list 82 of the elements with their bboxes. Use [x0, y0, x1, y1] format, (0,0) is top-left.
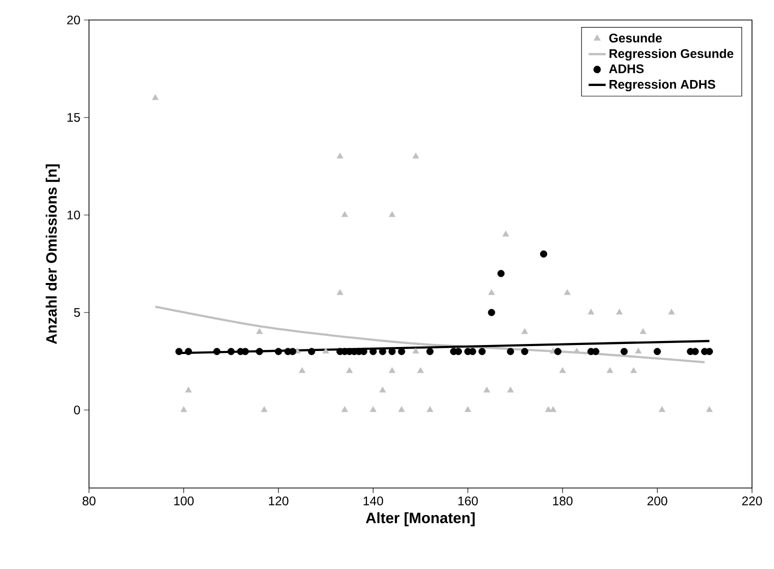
y-tick-label: 15 — [68, 113, 80, 122]
x-tick-label: 200 — [647, 496, 668, 506]
point — [654, 348, 661, 356]
point — [521, 328, 528, 334]
point — [322, 348, 330, 354]
point — [426, 406, 434, 412]
point — [398, 406, 405, 412]
point — [370, 348, 377, 356]
point — [289, 348, 296, 356]
x-tick-label: 120 — [268, 496, 288, 506]
point — [336, 289, 344, 295]
point — [658, 406, 666, 412]
point — [464, 406, 472, 412]
point — [298, 367, 306, 373]
x-tick-label: 100 — [174, 496, 194, 506]
point — [540, 250, 548, 258]
legend-label: Regression Gesunde — [610, 48, 734, 61]
point — [180, 406, 188, 412]
point — [274, 348, 282, 356]
point — [184, 348, 192, 356]
point — [213, 348, 220, 356]
point — [260, 406, 268, 412]
legend-label: ADHS — [609, 64, 644, 74]
point — [616, 308, 623, 314]
point — [506, 348, 514, 356]
x-tick-label: 140 — [364, 496, 384, 506]
point — [360, 348, 368, 356]
point — [412, 348, 420, 354]
y-axis-title: Anzahl der Omissions [n] — [46, 164, 60, 344]
point — [370, 406, 376, 412]
point — [606, 367, 614, 373]
x-axis-title: Alter [Monaten] — [366, 512, 475, 526]
point — [152, 94, 159, 100]
point — [256, 348, 264, 356]
point — [502, 230, 510, 236]
point — [227, 348, 235, 356]
point — [242, 348, 249, 356]
legend-label: Gesunde — [609, 33, 662, 42]
point — [336, 152, 344, 158]
point — [635, 348, 642, 354]
x-tick-label: 220 — [742, 496, 762, 506]
point — [564, 289, 571, 295]
point — [388, 367, 396, 373]
point — [706, 406, 713, 412]
point — [308, 348, 316, 356]
point — [630, 367, 637, 373]
legend-label: Regression ADHS — [610, 80, 716, 92]
point — [483, 386, 490, 392]
point — [668, 308, 675, 314]
point — [521, 348, 528, 356]
point — [507, 386, 514, 392]
point — [554, 348, 562, 356]
point — [640, 328, 646, 334]
line-series — [154, 306, 706, 364]
x-tick-label: 180 — [553, 496, 573, 506]
point — [388, 211, 396, 217]
point — [346, 367, 353, 373]
point — [417, 367, 424, 373]
point — [341, 211, 348, 217]
y-tick-label: 20 — [67, 16, 80, 24]
y-tick-label: 0 — [74, 406, 80, 414]
x-tick-label: 80 — [82, 496, 96, 506]
point — [379, 386, 386, 392]
point — [341, 406, 348, 412]
point — [488, 289, 495, 295]
point — [692, 348, 699, 356]
y-tick-label: 10 — [68, 210, 80, 220]
point — [175, 348, 183, 356]
point — [185, 386, 192, 392]
x-tick-label: 160 — [458, 496, 478, 506]
point — [620, 348, 628, 356]
point — [592, 348, 600, 356]
point — [559, 367, 566, 373]
point — [497, 270, 505, 278]
point — [550, 406, 556, 412]
point — [588, 308, 594, 314]
point — [256, 328, 263, 334]
point — [412, 152, 420, 158]
point — [426, 348, 434, 356]
y-tick-label: 5 — [74, 308, 80, 317]
point — [478, 348, 486, 356]
point — [488, 308, 496, 316]
